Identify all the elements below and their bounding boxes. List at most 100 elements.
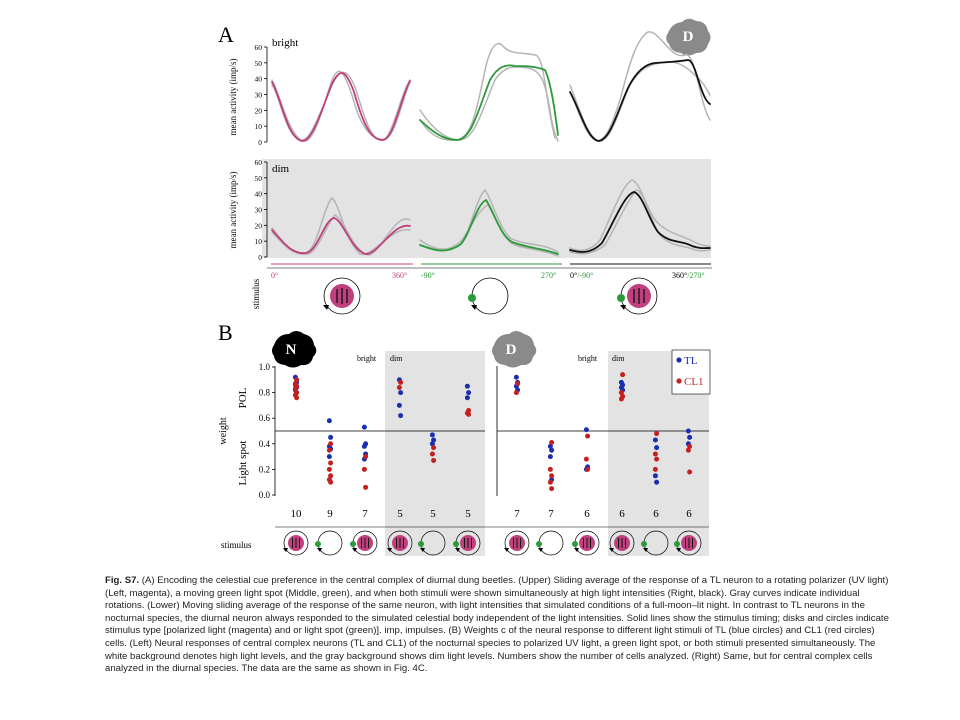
both-start-label-b: /-90°: [577, 271, 593, 280]
both-bright-mean: [569, 59, 711, 142]
cl1-point: [618, 390, 624, 396]
cl1-point: [547, 466, 553, 472]
cl1-point: [618, 396, 624, 402]
cl1-point: [687, 469, 693, 475]
tl-point: [429, 432, 435, 438]
cl1-point: [328, 479, 334, 485]
y-label-pol: POL: [237, 387, 249, 408]
spot-stimulus-icon: [641, 530, 669, 556]
spot-stimulus-icon: [468, 277, 509, 315]
y-tick-label-a: 60: [255, 158, 263, 167]
pol-dim-mean: [271, 217, 411, 255]
y-tick-label-b: 0.8: [259, 388, 271, 398]
nocturnal-badge: N: [272, 331, 317, 368]
y-tick-label-a: 30: [255, 91, 263, 100]
row-label-bright: bright: [272, 37, 298, 49]
cl1-point: [431, 457, 437, 463]
y-label-a-bright: mean activity (imp/s): [228, 59, 238, 136]
diurnal-badge-a-letter: D: [683, 29, 694, 45]
pol-stimulus-icon: [387, 530, 413, 556]
cl1-point: [549, 486, 555, 492]
both-stimulus-icon: [350, 530, 378, 556]
tl-point: [361, 443, 367, 449]
dim-label-right: dim: [612, 354, 625, 363]
cl1-point: [361, 466, 367, 472]
y-ticks-b: 0.0 0.2 0.4 0.6 0.8 1.0: [259, 362, 275, 500]
diurnal-badge-b-letter: D: [506, 342, 517, 358]
curves-bright: [271, 31, 711, 257]
caption-text: (A) Encoding the celestial cue preferenc…: [105, 575, 889, 675]
diurnal-badge-b: D: [492, 331, 537, 368]
both-end-label-b: /270°: [687, 271, 704, 280]
y-tick-label-a: 30: [255, 206, 263, 215]
cell-count-left: 10: [291, 508, 303, 520]
y-tick-label-a: 0: [258, 138, 262, 147]
tl-point: [464, 395, 470, 401]
both-bright-gray-2: [569, 61, 711, 142]
cl1-point: [294, 377, 300, 383]
cl1-point: [585, 466, 591, 472]
legend-tl: TL: [684, 355, 698, 367]
both-start-label: 0°/-90°: [570, 271, 593, 280]
pol-stimulus-icon: [609, 530, 635, 556]
spot-stimulus-icon: [315, 530, 343, 556]
tl-point: [396, 402, 402, 408]
both-dim-gray-1: [569, 179, 711, 252]
spot-bright-mean: [419, 64, 559, 141]
spot-stimulus-icon: [418, 530, 446, 556]
cl1-point: [620, 372, 626, 378]
cl1-point: [466, 411, 472, 417]
row-label-dim: dim: [272, 163, 290, 175]
panel-b-letter: B: [218, 320, 233, 345]
cl1-point: [328, 460, 334, 466]
cl1-point: [685, 447, 691, 453]
cell-counts: 10 9 7 5 5 5 7 7 6 6 6 6: [291, 508, 693, 520]
caption-label: Fig. S7.: [105, 575, 140, 586]
cl1-point: [328, 441, 334, 447]
cl1-point: [429, 451, 435, 457]
cl1-point: [687, 443, 693, 449]
cl1-point: [363, 454, 369, 460]
stimulus-label-a: stimulus: [251, 278, 261, 309]
stimulus-label-b: stimulus: [221, 540, 252, 550]
cl1-point: [513, 390, 519, 396]
bright-label-right: bright: [578, 354, 598, 363]
cell-count-right: 6: [686, 508, 692, 520]
spot-stimulus-icon: [536, 530, 564, 556]
tl-point: [326, 454, 332, 460]
tl-point: [685, 428, 691, 434]
legend-cl1: CL1: [684, 376, 704, 388]
pol-bright-mean: [271, 72, 411, 142]
tl-point: [361, 424, 367, 430]
cell-count-right: 7: [548, 508, 554, 520]
both-stimulus-icon: [572, 530, 600, 556]
cl1-point: [549, 473, 555, 479]
y-tick-label-b: 0.6: [259, 413, 271, 423]
tl-point: [398, 413, 404, 419]
pol-stimulus-icon: [323, 277, 361, 315]
cl1-point: [583, 456, 589, 462]
spot-end-label: 270°: [541, 271, 556, 280]
tl-point: [583, 427, 589, 433]
spot-start-label: -90°: [421, 271, 435, 280]
tl-point: [328, 434, 334, 440]
pol-start-label: 0°: [271, 271, 278, 280]
cl1-point: [652, 466, 658, 472]
figure-caption: Fig. S7. (A) Encoding the celestial cue …: [105, 575, 895, 676]
pol-bright-gray-2: [271, 70, 411, 142]
diurnal-badge-a: D: [666, 18, 711, 56]
cl1-point: [652, 451, 658, 457]
y-tick-label-a: 40: [255, 75, 263, 84]
stimulus-icons-b: [283, 530, 702, 556]
cl1-point: [363, 484, 369, 490]
y-tick-label-b: 0.4: [259, 439, 271, 449]
cl1-point: [654, 456, 660, 462]
cl1-point: [292, 386, 298, 392]
both-dim-gray-2: [569, 189, 711, 255]
tl-point: [687, 434, 693, 440]
cl1-point: [547, 479, 553, 485]
cell-count-right: 6: [584, 508, 590, 520]
tl-point: [652, 473, 658, 479]
both-end-label: 360°/270°: [672, 271, 705, 280]
y-tick-label-a: 50: [255, 59, 263, 68]
